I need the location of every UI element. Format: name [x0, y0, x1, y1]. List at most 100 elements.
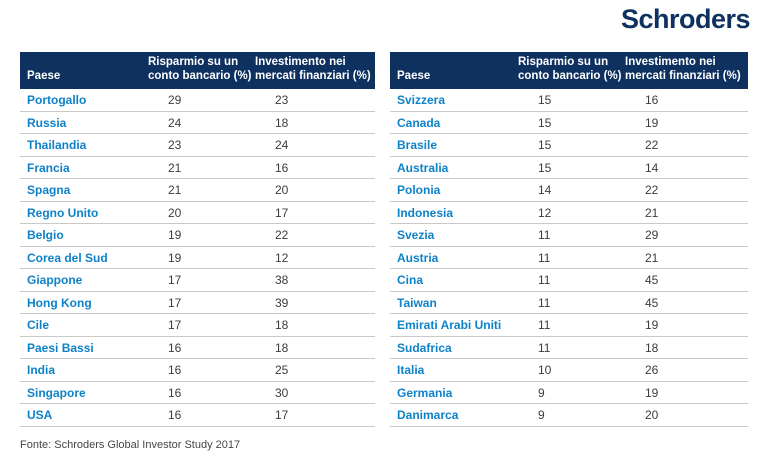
savings-cell: 15	[518, 156, 625, 180]
table-row: USA 16 17	[20, 403, 375, 427]
investment-cell: 18	[255, 313, 375, 337]
table-row: Spagna 21 20	[20, 178, 375, 202]
investment-cell: 18	[625, 336, 748, 360]
investment-cell: 24	[255, 133, 375, 157]
investment-cell: 17	[255, 201, 375, 225]
savings-cell: 11	[518, 268, 625, 292]
table-row: Austria 11 21	[390, 246, 748, 270]
savings-cell: 11	[518, 291, 625, 315]
investment-cell: 38	[255, 268, 375, 292]
investment-cell: 45	[625, 268, 748, 292]
country-cell: Sudafrica	[390, 336, 518, 360]
savings-cell: 17	[148, 268, 255, 292]
column-header-investment: Investimento nei mercati finanziari (%)	[255, 52, 375, 89]
column-header-investment: Investimento nei mercati finanziari (%)	[625, 52, 748, 89]
table-row: Portogallo 29 23	[20, 88, 375, 112]
investment-cell: 14	[625, 156, 748, 180]
savings-cell: 16	[148, 381, 255, 405]
table-row: Sudafrica 11 18	[390, 336, 748, 360]
schroders-logo: Schroders	[620, 4, 751, 34]
table-row: Hong Kong 17 39	[20, 291, 375, 315]
investment-cell: 26	[625, 358, 748, 382]
investment-cell: 22	[625, 178, 748, 202]
savings-cell: 11	[518, 336, 625, 360]
column-header-savings: Risparmio su un conto bancario (%)	[148, 52, 255, 89]
table-row: Cile 17 18	[20, 313, 375, 337]
country-cell: Australia	[390, 156, 518, 180]
country-cell: Brasile	[390, 133, 518, 157]
savings-cell: 16	[148, 336, 255, 360]
savings-cell: 21	[148, 156, 255, 180]
table-row: Russia 24 18	[20, 111, 375, 135]
column-header-country: Paese	[20, 52, 148, 89]
investment-cell: 18	[255, 111, 375, 135]
country-cell: Cina	[390, 268, 518, 292]
country-cell: Danimarca	[390, 403, 518, 427]
table-row: Indonesia 12 21	[390, 201, 748, 225]
country-cell: Indonesia	[390, 201, 518, 225]
investment-cell: 19	[625, 111, 748, 135]
country-cell: Belgio	[20, 223, 148, 247]
savings-cell: 15	[518, 133, 625, 157]
savings-cell: 20	[148, 201, 255, 225]
country-cell: Portogallo	[20, 88, 148, 112]
table-row: Germania 9 19	[390, 381, 748, 405]
country-cell: Giappone	[20, 268, 148, 292]
table-row: Cina 11 45	[390, 268, 748, 292]
investment-cell: 19	[625, 381, 748, 405]
savings-cell: 14	[518, 178, 625, 202]
table-row: Corea del Sud 19 12	[20, 246, 375, 270]
header-row: Paese Risparmio su un conto bancario (%)…	[390, 52, 748, 89]
table-row: Singapore 16 30	[20, 381, 375, 405]
table-row: India 16 25	[20, 358, 375, 382]
country-table-right: Paese Risparmio su un conto bancario (%)…	[390, 52, 748, 427]
savings-cell: 15	[518, 88, 625, 112]
country-cell: Polonia	[390, 178, 518, 202]
savings-cell: 11	[518, 246, 625, 270]
investment-cell: 22	[255, 223, 375, 247]
savings-cell: 17	[148, 313, 255, 337]
investment-cell: 20	[625, 403, 748, 427]
country-cell: Svizzera	[390, 88, 518, 112]
country-cell: Svezia	[390, 223, 518, 247]
savings-cell: 11	[518, 313, 625, 337]
country-cell: Austria	[390, 246, 518, 270]
savings-cell: 29	[148, 88, 255, 112]
column-header-savings: Risparmio su un conto bancario (%)	[518, 52, 625, 89]
country-table-left: Paese Risparmio su un conto bancario (%)…	[20, 52, 375, 427]
table-row: Giappone 17 38	[20, 268, 375, 292]
country-cell: Francia	[20, 156, 148, 180]
investment-cell: 21	[625, 246, 748, 270]
savings-cell: 19	[148, 246, 255, 270]
table-row: Emirati Arabi Uniti 11 19	[390, 313, 748, 337]
investment-cell: 16	[255, 156, 375, 180]
savings-cell: 23	[148, 133, 255, 157]
table-row: Brasile 15 22	[390, 133, 748, 157]
country-cell: Canada	[390, 111, 518, 135]
table-row: Regno Unito 20 17	[20, 201, 375, 225]
investment-cell: 22	[625, 133, 748, 157]
savings-cell: 9	[518, 381, 625, 405]
savings-cell: 15	[518, 111, 625, 135]
savings-cell: 9	[518, 403, 625, 427]
table-row: Australia 15 14	[390, 156, 748, 180]
investment-cell: 16	[625, 88, 748, 112]
table-row: Taiwan 11 45	[390, 291, 748, 315]
investment-cell: 30	[255, 381, 375, 405]
savings-cell: 17	[148, 291, 255, 315]
savings-cell: 19	[148, 223, 255, 247]
country-cell: Emirati Arabi Uniti	[390, 313, 518, 337]
investment-cell: 39	[255, 291, 375, 315]
investment-cell: 20	[255, 178, 375, 202]
investment-cell: 17	[255, 403, 375, 427]
table-row: Svizzera 15 16	[390, 88, 748, 112]
table-row: Paesi Bassi 16 18	[20, 336, 375, 360]
country-cell: India	[20, 358, 148, 382]
table-row: Francia 21 16	[20, 156, 375, 180]
country-cell: Singapore	[20, 381, 148, 405]
country-cell: Cile	[20, 313, 148, 337]
investment-cell: 29	[625, 223, 748, 247]
savings-cell: 11	[518, 223, 625, 247]
savings-cell: 16	[148, 358, 255, 382]
